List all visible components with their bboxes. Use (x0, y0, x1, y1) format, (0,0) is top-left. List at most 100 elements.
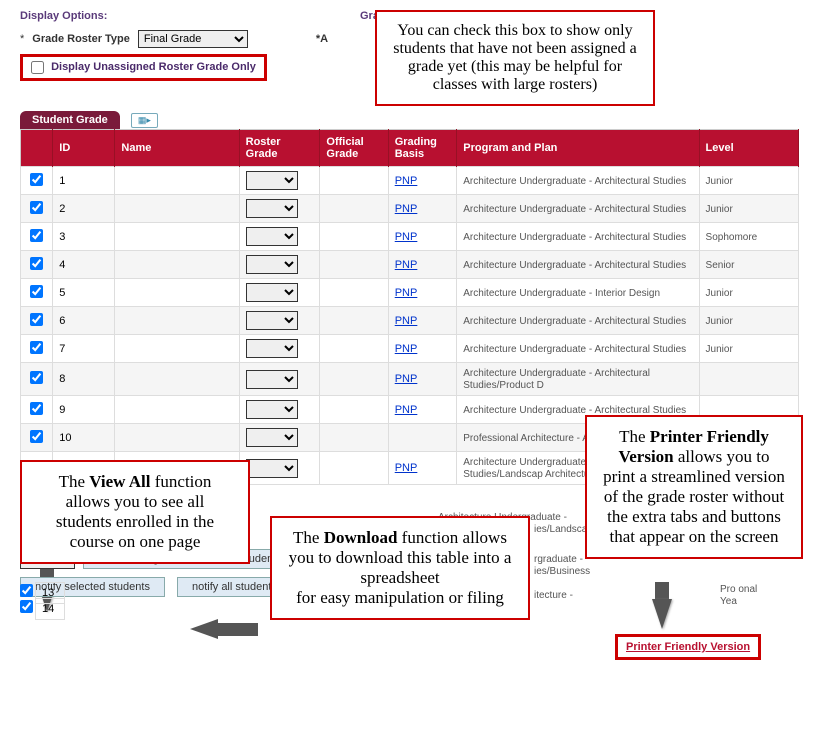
row-name (115, 307, 239, 335)
grading-basis-link[interactable]: PNP (395, 259, 418, 271)
roster-grade-select[interactable] (246, 227, 298, 246)
table-row: 4 PNP Architecture Undergraduate - Archite… (21, 251, 799, 279)
row-id: 4 (53, 251, 115, 279)
roster-grade-select[interactable] (246, 400, 298, 419)
annotation-printer: The Printer Friendly Version allows you … (585, 415, 803, 559)
row-official (320, 223, 388, 251)
grading-basis-link[interactable]: PNP (395, 315, 418, 327)
roster-type-select[interactable]: Final Grade (138, 30, 248, 48)
row-program: Architecture Undergraduate - Interior De… (463, 288, 660, 299)
row-official (320, 396, 388, 424)
asterisk-a: *A (316, 33, 328, 45)
grading-basis-link[interactable]: PNP (395, 203, 418, 215)
row-id: 3 (53, 223, 115, 251)
arrow-download-icon (190, 619, 258, 639)
row-checkbox[interactable] (30, 402, 43, 415)
table-row: 1PNPArchitecture Undergraduate - Archite… (21, 167, 799, 195)
row-name (115, 279, 239, 307)
grading-basis-link[interactable]: PNP (395, 287, 418, 299)
row-id: 1 (53, 167, 115, 195)
th-basis: Grading Basis (388, 130, 457, 167)
partial-row14-level2: Yea (720, 596, 737, 607)
roster-grade-select[interactable] (246, 339, 298, 358)
roster-grade-select[interactable] (246, 199, 298, 218)
row-checkbox[interactable] (30, 341, 43, 354)
roster-grade-select[interactable] (246, 459, 298, 478)
row-checkbox[interactable] (30, 371, 43, 384)
row-id: 9 (53, 396, 115, 424)
annotation-download: The Download function allows you to down… (270, 516, 530, 620)
row-program: Architecture Undergraduate - Architectur… (463, 316, 686, 327)
row-checkbox[interactable] (30, 257, 43, 270)
th-id: ID (53, 130, 115, 167)
row-program: Architecture Undergraduate - Architectur… (463, 232, 686, 243)
row-id: 7 (53, 335, 115, 363)
row-level: Junior (706, 344, 733, 355)
grading-basis-link[interactable]: PNP (395, 373, 418, 385)
table-row: 5 PNP Architecture Undergraduate - Interio… (21, 279, 799, 307)
roster-grade-select[interactable] (246, 311, 298, 330)
row-checkbox[interactable] (30, 313, 43, 326)
row-14-num: 14 (35, 598, 65, 620)
row-13-check[interactable] (20, 584, 33, 597)
unassigned-label: Display Unassigned Roster Grade Only (51, 61, 256, 73)
roster-grade-select[interactable] (246, 428, 298, 447)
row-id: 10 (53, 424, 115, 452)
row-checkbox[interactable] (30, 201, 43, 214)
row-level: Junior (706, 288, 733, 299)
th-name: Name (115, 130, 239, 167)
table-row: 3 PNP Architecture Undergraduate - Archite… (21, 223, 799, 251)
table-row: 2 PNP Architecture Undergraduate - Archite… (21, 195, 799, 223)
row-name (115, 167, 239, 195)
th-official: Official Grade (320, 130, 388, 167)
row-program: Architecture Undergraduate - Architectur… (463, 204, 686, 215)
tab-student-grade[interactable]: Student Grade (20, 111, 120, 129)
row-level: Junior (706, 316, 733, 327)
roster-grade-select[interactable] (246, 171, 298, 190)
roster-grade-select[interactable] (246, 370, 298, 389)
unassigned-highlight-box: Display Unassigned Roster Grade Only (20, 54, 267, 81)
row-program: Architecture Undergraduate - Architectur… (463, 368, 650, 391)
row-official (320, 195, 388, 223)
grading-basis-link[interactable]: PNP (395, 175, 418, 187)
unassigned-checkbox[interactable] (31, 61, 44, 74)
row-14-check[interactable] (20, 600, 33, 613)
annotation-unassigned: You can check this box to show only stud… (375, 10, 655, 106)
row-checkbox[interactable] (30, 173, 43, 186)
row-id: 6 (53, 307, 115, 335)
grading-basis-link[interactable]: PNP (395, 343, 418, 355)
table-row: 6 PNP Architecture Undergraduate - Archite… (21, 307, 799, 335)
row-id: 2 (53, 195, 115, 223)
printer-friendly-link[interactable]: Printer Friendly Version (626, 641, 750, 653)
row-official (320, 424, 388, 452)
row-level: Junior (706, 204, 733, 215)
row-checkbox[interactable] (30, 229, 43, 242)
row-program: Architecture Undergraduate - Architectur… (463, 344, 686, 355)
row-checkbox[interactable] (30, 285, 43, 298)
grading-basis-link[interactable]: PNP (395, 231, 418, 243)
row-name (115, 195, 239, 223)
row-name (115, 363, 239, 396)
table-row: 7 PNP Architecture Undergraduate - Archite… (21, 335, 799, 363)
row-name (115, 223, 239, 251)
table-row: 8PNPArchitecture Undergraduate - Archite… (21, 363, 799, 396)
row-program: Architecture Undergraduate - Architectur… (463, 260, 686, 271)
grading-basis-link[interactable]: PNP (395, 404, 418, 416)
th-roster: Roster Grade (239, 130, 320, 167)
row-level: Junior (706, 176, 733, 187)
row-name (115, 424, 239, 452)
row-checkbox[interactable] (30, 430, 43, 443)
row-official (320, 363, 388, 396)
asterisk: * (20, 33, 24, 45)
row-official (320, 251, 388, 279)
roster-grade-select[interactable] (246, 283, 298, 302)
row-level: Sophomore (706, 232, 758, 243)
row-official (320, 167, 388, 195)
row-name (115, 335, 239, 363)
row-official (320, 307, 388, 335)
roster-grade-select[interactable] (246, 255, 298, 274)
roster-type-label: Grade Roster Type (32, 33, 130, 45)
row-id: 5 (53, 279, 115, 307)
grading-basis-link[interactable]: PNP (395, 462, 418, 474)
tab-expand-icon[interactable]: ▦▸ (131, 113, 158, 128)
